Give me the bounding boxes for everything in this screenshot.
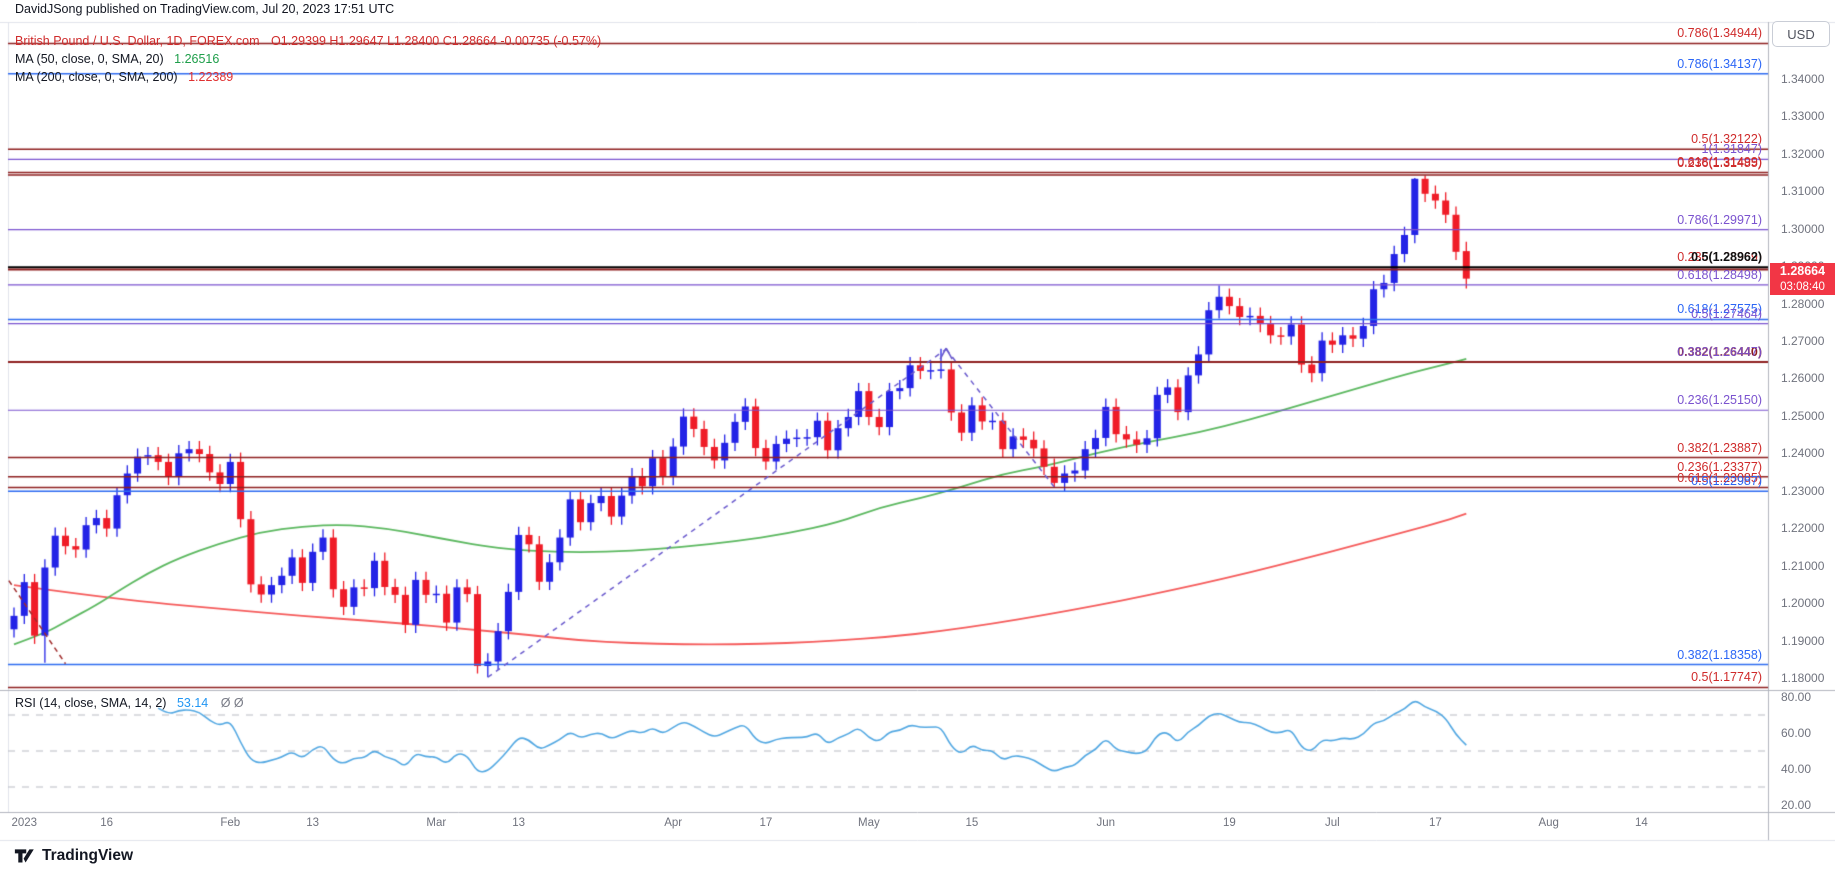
price-axis-label: 1.19000	[1781, 633, 1825, 648]
rsi-axis-label: 60.00	[1781, 726, 1812, 740]
price-axis-label: 1.30000	[1781, 221, 1825, 236]
fib-label: 0.236(1.25150)	[1677, 393, 1762, 408]
fib-label: 0.618(1.27575)	[1677, 302, 1762, 317]
fib-label: 0.236(1.23377)	[1677, 459, 1762, 474]
rsi-label: RSI (14, close, SMA, 14, 2)	[15, 696, 167, 710]
time-axis-label: 13	[512, 817, 526, 829]
fib-label: 0.236(1.28969)	[1677, 250, 1762, 265]
tradingview-brand-text: TradingView	[42, 846, 134, 864]
ma200-legend-row[interactable]: MA (200, close, 0, SMA, 200) 1.22389	[15, 70, 233, 84]
fib-label: 0.5(1.22987)	[1691, 474, 1762, 489]
fib-label: 0.5(1.17747)	[1691, 670, 1762, 685]
price-axis-label: 1.20000	[1781, 596, 1825, 611]
price-axis-label: 1.23000	[1781, 483, 1825, 498]
price-axis-label: 1.24000	[1781, 446, 1825, 461]
fib-label: 0.786(1.34137)	[1677, 56, 1762, 71]
fib-label: 0.5(1.27464)	[1691, 306, 1762, 321]
tradingview-logo[interactable]: TradingView	[14, 845, 133, 866]
time-axis-label: 17	[759, 817, 773, 829]
published-byline: DavidJSong published on TradingView.com,…	[15, 2, 395, 16]
time-axis-label: Mar	[426, 817, 447, 829]
price-axis-label: 1.26000	[1781, 371, 1825, 386]
rsi-legend-row[interactable]: RSI (14, close, SMA, 14, 2) 53.14 Ø Ø	[15, 696, 244, 710]
time-axis-label: Jul	[1325, 817, 1340, 829]
fib-label: 0.382(1.26440)	[1677, 344, 1762, 359]
ma200-label: MA (200, close, 0, SMA, 200)	[15, 70, 178, 84]
ma200-value: 1.22389	[188, 70, 234, 84]
fib-label: 0.382(1.23887)	[1677, 440, 1762, 455]
price-axis-label: 1.32000	[1781, 146, 1825, 161]
fib-label: 0.5(1.28962)	[1691, 250, 1762, 265]
time-axis-label: 14	[1634, 817, 1648, 829]
fib-label: 1(1.31847)	[1701, 142, 1762, 157]
time-axis-label: May	[858, 817, 880, 829]
rsi-value: 53.14	[176, 696, 209, 710]
last-price: 1.28664	[1779, 264, 1826, 278]
time-axis-label: 2023	[11, 817, 38, 829]
ma50-legend-row[interactable]: MA (50, close, 0, SMA, 20) 1.26516	[15, 52, 219, 66]
fib-label: 0.618(1.31499)	[1677, 155, 1762, 170]
price-axis-label: 1.22000	[1781, 521, 1825, 536]
rsi-axis-label: 20.00	[1781, 798, 1812, 812]
tradingview-logo-icon	[14, 845, 35, 866]
fib-label: 0.786(1.29971)	[1677, 212, 1762, 227]
fib-label: 0.236(1.31485)	[1677, 155, 1762, 170]
symbol-legend-row[interactable]: British Pound / U.S. Dollar, 1D, FOREX.c…	[15, 34, 601, 48]
currency-toggle-button[interactable]: USD	[1772, 21, 1830, 47]
last-price-badge: 1.28664 03:08:40	[1770, 263, 1835, 295]
price-axis-label: 1.31000	[1781, 184, 1825, 199]
ma50-value: 1.26516	[174, 52, 220, 66]
time-axis-label: Apr	[664, 817, 683, 829]
price-axis-label: 1.34000	[1781, 71, 1825, 86]
time-axis-label: 19	[1222, 817, 1236, 829]
price-axis-label: 1.21000	[1781, 558, 1825, 573]
fib-label: 0.5(1.32122)	[1691, 132, 1762, 147]
fib-label: 0.618(1.28498)	[1677, 267, 1762, 282]
rsi-axis-label: 80.00	[1781, 690, 1812, 704]
fib-label: 0.382(1.26447)	[1677, 344, 1762, 359]
time-axis-label: 17	[1428, 817, 1442, 829]
time-axis-label: Jun	[1096, 817, 1116, 829]
time-axis-label: Aug	[1538, 817, 1559, 829]
fib-label: 0.786(1.34944)	[1677, 26, 1762, 41]
price-axis-label: 1.25000	[1781, 408, 1825, 423]
ohlc-values: O1.29399 H1.29647 L1.28400 C1.28664 -0.0…	[271, 34, 602, 48]
time-axis-label: 15	[965, 817, 979, 829]
rsi-axis-label: 40.00	[1781, 762, 1812, 776]
price-axis-label: 1.28000	[1781, 296, 1825, 311]
rsi-hidden-values: Ø Ø	[220, 696, 244, 710]
time-axis-label: 13	[306, 817, 320, 829]
price-axis-label: 1.33000	[1781, 109, 1825, 124]
ma50-label: MA (50, close, 0, SMA, 20)	[15, 52, 164, 66]
time-axis-label: 16	[100, 817, 114, 829]
fib-label: 0.382(1.18358)	[1677, 647, 1762, 662]
price-axis-label: 1.27000	[1781, 333, 1825, 348]
fib-label: 0.618(1.23085)	[1677, 470, 1762, 485]
price-axis-label: 1.18000	[1781, 671, 1825, 685]
symbol-title: British Pound / U.S. Dollar, 1D, FOREX.c…	[15, 34, 260, 48]
bar-countdown: 03:08:40	[1780, 281, 1825, 293]
time-axis-label: Feb	[220, 817, 241, 829]
